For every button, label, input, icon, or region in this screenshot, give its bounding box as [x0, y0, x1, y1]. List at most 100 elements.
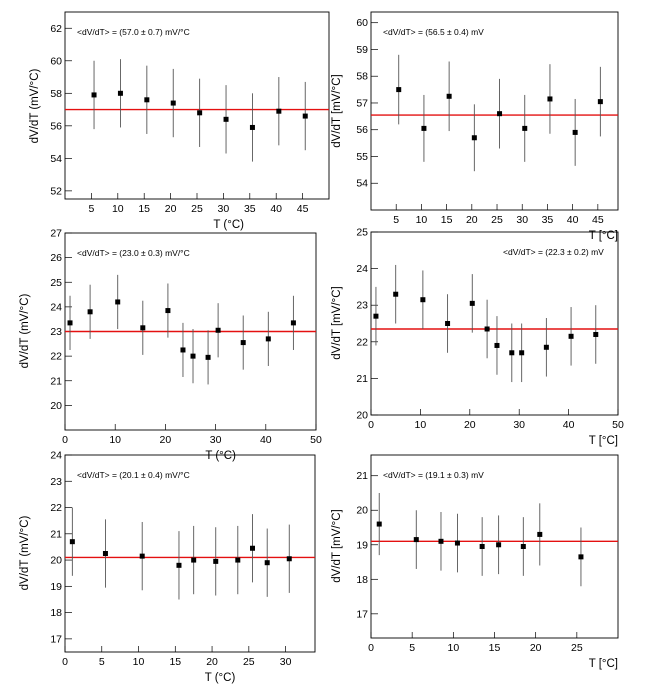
x-tick-label: 10: [416, 214, 428, 226]
x-tick-label: 50: [612, 419, 624, 431]
y-tick-label: 26: [50, 252, 62, 264]
y-tick-label: 20: [50, 555, 62, 567]
data-point: [176, 562, 182, 568]
data-point: [102, 551, 108, 556]
y-tick-label: 21: [356, 470, 368, 482]
data-point: [509, 350, 515, 356]
fit-annotation: <dV/dT> = (19.1 ± 0.3) mV: [383, 470, 484, 480]
data-point: [276, 108, 282, 114]
y-tick-label: 21: [356, 373, 368, 385]
x-tick-label: 20: [466, 214, 478, 226]
y-tick-label: 57: [356, 97, 368, 109]
data-point: [190, 353, 196, 359]
data-point: [413, 537, 419, 543]
x-axis-label: T [°C]: [589, 658, 618, 670]
chart-panel-4: 0 10 20 30 40 50 20 21 22 23 24 25 <dV/dT> = (22.3 ±…: [331, 227, 624, 448]
x-tick-label: 20: [160, 434, 172, 446]
x-tick-label: 20: [464, 419, 476, 431]
x-tick-label: 0: [62, 656, 68, 668]
y-tick-label: 18: [356, 574, 368, 586]
plot-frame: [64, 454, 316, 653]
data-point: [205, 354, 211, 360]
y-tick-label: 60: [50, 55, 62, 67]
fit-annotation: <dV/dT> = (20.1 ± 0.4) mV/°C: [77, 470, 190, 480]
data-point: [568, 333, 574, 339]
x-axis-label: T [°C]: [589, 435, 618, 447]
data-point: [396, 87, 402, 93]
data-point: [519, 350, 525, 356]
x-tick-label: 10: [447, 642, 459, 654]
data-point: [454, 540, 460, 546]
fit-annotation: <dV/dT> = (56.5 ± 0.4) mV: [383, 27, 484, 37]
data-point: [479, 544, 485, 549]
data-point: [265, 336, 271, 342]
data-point: [250, 545, 255, 551]
data-point: [240, 340, 246, 346]
x-tick-label: 10: [133, 656, 145, 668]
fit-annotation: <dV/dT> = (57.0 ± 0.7) mV/°C: [77, 27, 190, 37]
data-point: [115, 299, 121, 305]
y-tick-label: 23: [50, 326, 62, 338]
x-tick-label: 5: [99, 656, 105, 668]
x-tick-label: 0: [368, 419, 374, 431]
y-tick-label: 17: [50, 633, 62, 645]
data-point: [376, 521, 382, 527]
data-point: [520, 544, 526, 549]
y-tick-label: 19: [50, 581, 62, 593]
y-axis-label: dV/dT [mV/°C]: [331, 74, 343, 147]
x-tick-label: 40: [260, 434, 272, 446]
x-tick-label: 20: [165, 203, 177, 215]
fit-annotation: <dV/dT> = (23.0 ± 0.3) mV/°C: [77, 248, 190, 258]
y-tick-label: 59: [356, 44, 368, 56]
data-point: [446, 93, 452, 99]
data-point: [484, 326, 490, 332]
x-tick-label: 30: [280, 656, 292, 668]
x-tick-label: 20: [530, 642, 542, 654]
x-tick-label: 25: [243, 656, 255, 668]
data-point: [302, 113, 308, 119]
data-point: [235, 557, 241, 563]
x-tick-label: 50: [310, 434, 322, 446]
y-tick-label: 22: [356, 336, 368, 348]
data-point: [373, 313, 379, 319]
x-axis-label: T [°C]: [589, 230, 618, 242]
x-tick-label: 25: [571, 642, 583, 654]
data-point: [117, 90, 123, 96]
data-point: [264, 560, 270, 566]
x-tick-label: 45: [297, 203, 309, 215]
y-tick-label: 19: [356, 539, 368, 551]
y-tick-label: 20: [356, 410, 368, 422]
x-tick-label: 40: [270, 203, 282, 215]
x-tick-label: 0: [62, 434, 68, 446]
data-point: [197, 110, 203, 116]
data-point: [91, 92, 97, 98]
y-tick-label: 22: [50, 502, 62, 514]
y-tick-label: 56: [50, 120, 62, 132]
x-axis-label: T (°C): [205, 450, 236, 462]
data-point: [165, 308, 171, 314]
y-tick-label: 20: [50, 400, 62, 412]
y-tick-label: 27: [50, 228, 62, 240]
data-point: [215, 327, 221, 333]
y-tick-label: 54: [356, 178, 368, 190]
y-tick-label: 20: [356, 505, 368, 517]
x-tick-label: 45: [592, 214, 604, 226]
x-tick-label: 15: [138, 203, 150, 215]
data-point: [290, 320, 296, 326]
y-tick-label: 17: [356, 608, 368, 620]
y-tick-label: 58: [356, 71, 368, 83]
x-tick-label: 10: [112, 203, 124, 215]
data-point: [547, 96, 553, 102]
data-point: [69, 539, 75, 545]
x-tick-label: 0: [368, 642, 374, 654]
y-tick-label: 21: [50, 528, 62, 540]
y-tick-label: 24: [50, 450, 62, 462]
fit-annotation: <dV/dT> = (22.3 ± 0.2) mV: [503, 247, 604, 257]
data-point: [213, 558, 219, 564]
x-tick-label: 30: [516, 214, 528, 226]
x-tick-label: 30: [218, 203, 230, 215]
x-axis-label: T (°C): [213, 219, 244, 231]
y-tick-label: 54: [50, 153, 62, 165]
chart-panel-2: 5 10 15 20 25 30 35 40 45 54 55 56 57 58 59 60 <dV/dT> =…: [331, 11, 619, 242]
y-tick-label: 21: [50, 375, 62, 387]
